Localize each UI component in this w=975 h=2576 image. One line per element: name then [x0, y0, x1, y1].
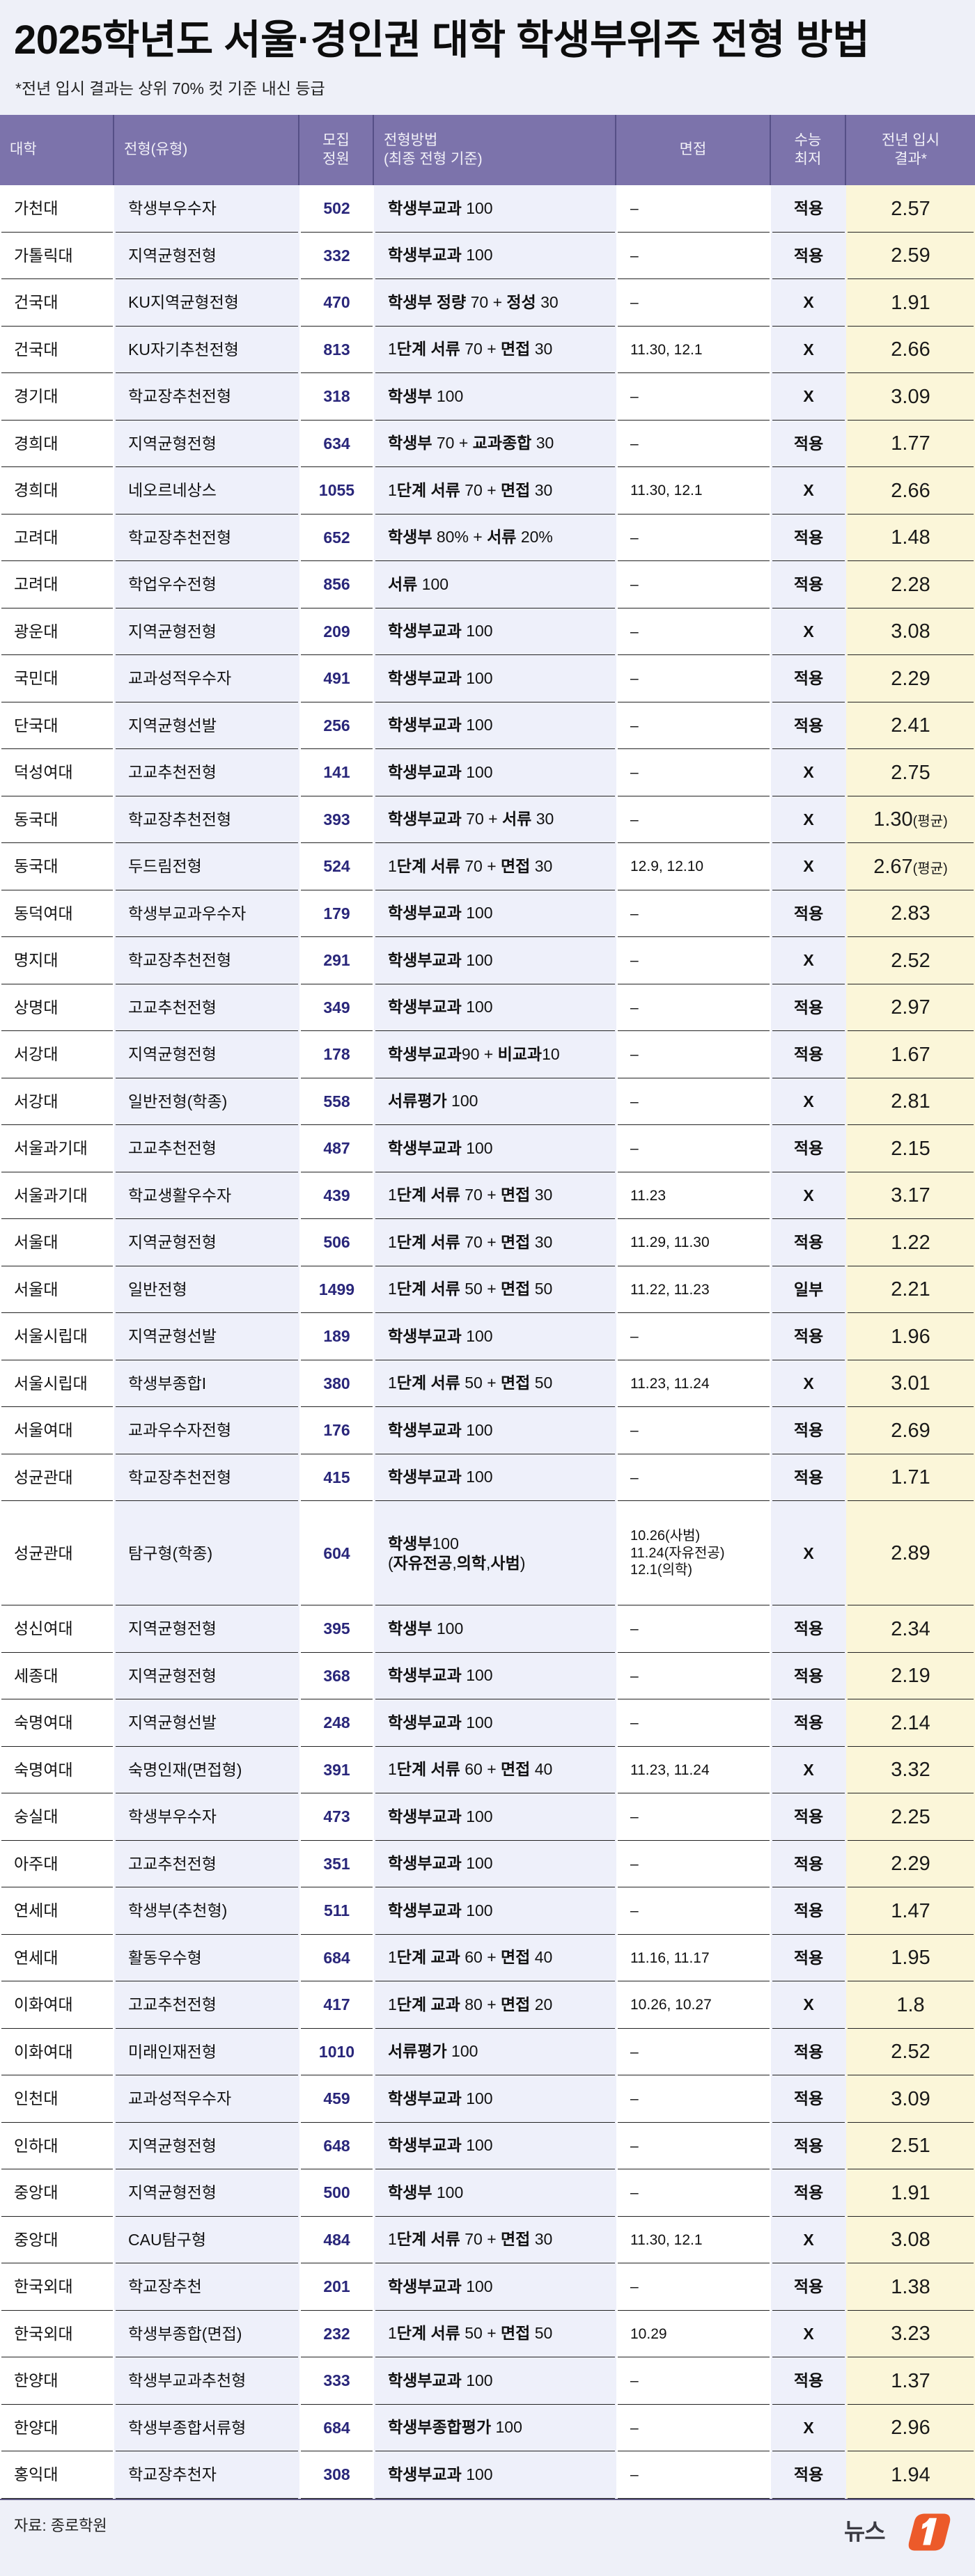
svg-text:뉴스: 뉴스 — [844, 2519, 885, 2545]
